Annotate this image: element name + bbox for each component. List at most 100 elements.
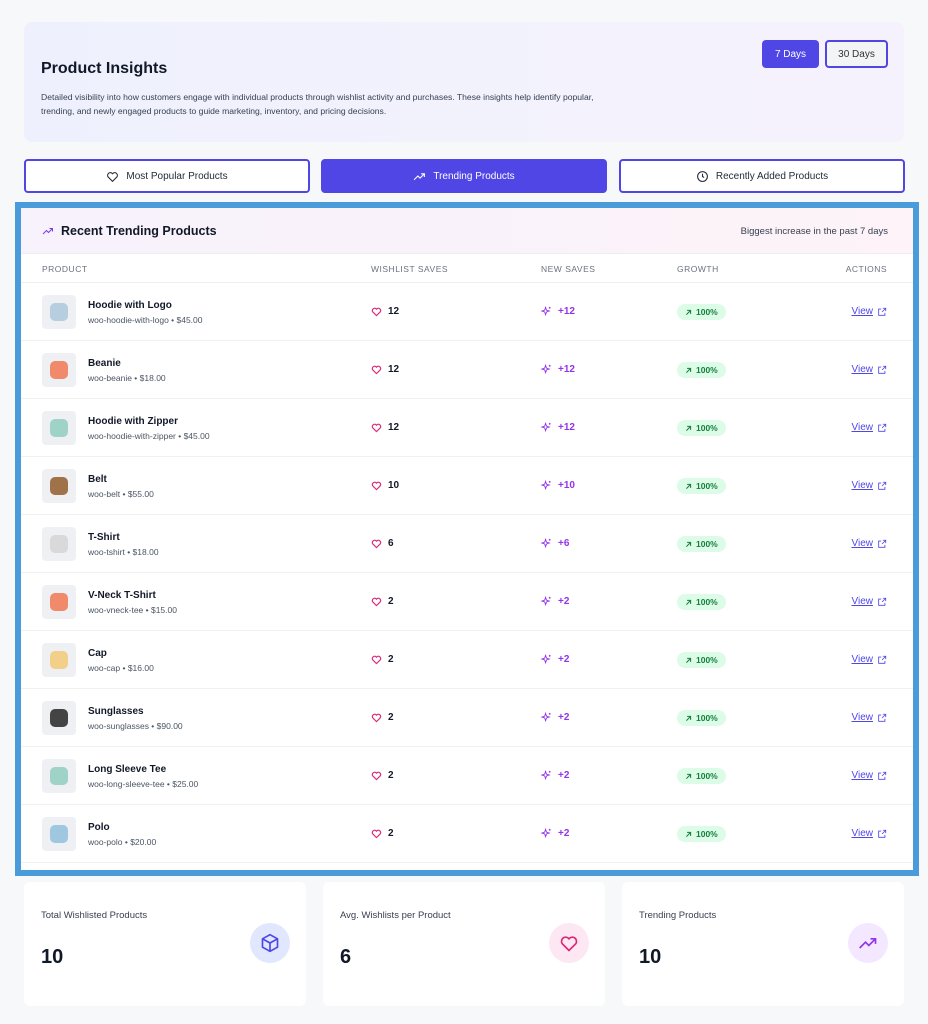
sparkle-icon (541, 306, 552, 317)
external-icon (877, 713, 887, 723)
arrow-icon-part (686, 831, 692, 837)
view-link[interactable]: View (852, 306, 888, 317)
new-saves: +2 (541, 828, 569, 839)
heart-icon-part (371, 771, 382, 781)
heart-icon-part (371, 365, 382, 375)
sparkle-icon (541, 712, 552, 723)
new-saves: +2 (541, 712, 569, 723)
stat-card: Avg. Wishlists per Product 6 (323, 882, 605, 1006)
sparkle-icon-part (541, 770, 551, 781)
panel-title: Recent Trending Products (61, 224, 217, 238)
tab-label: Most Popular Products (126, 170, 228, 182)
heart-icon-part (371, 713, 382, 723)
view-label[interactable]: View (851, 828, 874, 839)
product-row: Beanie woo-beanie • $18.00 12 +12 100% View (21, 341, 913, 399)
stat-icon-glyph-part (560, 936, 578, 952)
arrow-icon (685, 367, 692, 374)
panel-header: Recent Trending Products Biggest increas… (21, 208, 913, 254)
view-label[interactable]: View (851, 770, 874, 781)
arrow-icon-part (686, 425, 692, 431)
sparkle-icon (541, 422, 552, 433)
view-link[interactable]: View (852, 538, 888, 549)
heart-icon (371, 364, 382, 375)
sparkle-icon (541, 770, 552, 781)
range-button[interactable]: 30 Days (825, 40, 888, 68)
product-name: Belt (88, 474, 107, 485)
view-link[interactable]: View (852, 422, 888, 433)
range-button[interactable]: 7 Days (762, 40, 819, 68)
highlight-frame (15, 202, 919, 876)
product-thumb (50, 651, 68, 669)
view-label[interactable]: View (851, 364, 874, 375)
product-image (42, 817, 76, 851)
stat-label: Trending Products (639, 910, 717, 921)
product-image (42, 585, 76, 619)
heart-icon (371, 712, 382, 723)
view-link[interactable]: View (852, 480, 888, 491)
external-icon-part (878, 481, 887, 490)
heart-icon (371, 596, 382, 607)
tab[interactable]: Trending Products (321, 159, 607, 193)
view-link[interactable]: View (852, 712, 888, 723)
product-name: Polo (88, 822, 110, 833)
sparkle-icon (541, 538, 552, 549)
sparkle-icon (541, 828, 552, 839)
growth-badge: 100% (677, 478, 726, 494)
column-label: PRODUCT (42, 264, 88, 274)
heart-icon (371, 770, 382, 781)
stat-icon-glyph (260, 933, 280, 953)
view-label[interactable]: View (851, 538, 874, 549)
sparkle-icon-part (541, 712, 551, 723)
view-link[interactable]: View (852, 654, 888, 665)
product-name: Beanie (88, 358, 121, 369)
view-link[interactable]: View (852, 828, 888, 839)
view-label[interactable]: View (851, 306, 874, 317)
heart-icon (371, 480, 382, 491)
external-icon-part (878, 481, 887, 490)
tab[interactable]: Recently Added Products (619, 159, 905, 193)
view-label[interactable]: View (851, 712, 874, 723)
tab[interactable]: Most Popular Products (24, 159, 310, 193)
product-image (42, 527, 76, 561)
sparkle-icon-part (541, 306, 551, 317)
header-card: Product Insights Detailed visibility int… (24, 22, 904, 142)
trending-panel: Recent Trending Products Biggest increas… (21, 208, 913, 870)
product-image (42, 295, 76, 329)
stat-icon (549, 923, 589, 963)
external-icon (877, 655, 887, 665)
view-link[interactable]: View (852, 596, 888, 607)
stat-value: 6 (340, 946, 352, 968)
view-label[interactable]: View (851, 596, 874, 607)
new-saves-count: +12 (558, 422, 575, 433)
heart-icon-part (371, 829, 382, 839)
product-thumb (50, 477, 68, 495)
stat-value: 10 (639, 946, 662, 968)
product-image (42, 353, 76, 387)
arrow-icon (685, 773, 692, 780)
sparkle-icon-part (541, 364, 551, 375)
new-saves: +2 (541, 596, 569, 607)
growth-badge: 100% (677, 362, 726, 378)
stat-icon (250, 923, 290, 963)
view-label[interactable]: View (851, 480, 874, 491)
product-name: T-Shirt (88, 532, 120, 543)
heart-icon-part (371, 423, 382, 433)
external-icon (877, 597, 887, 607)
new-saves-count: +2 (558, 596, 570, 607)
view-label[interactable]: View (851, 654, 874, 665)
stat-icon-glyph-part (261, 933, 279, 953)
product-meta: woo-polo • $20.00 (88, 837, 157, 847)
external-icon-part (878, 597, 887, 606)
tab-label: Trending Products (433, 170, 515, 182)
view-link[interactable]: View (852, 770, 888, 781)
view-label[interactable]: View (851, 422, 874, 433)
growth-badge: 100% (677, 594, 726, 610)
heart-icon-part (371, 423, 382, 433)
sparkle-icon-part (541, 480, 551, 491)
arrow-icon-part (686, 425, 692, 431)
growth-badge: 100% (677, 304, 726, 320)
sparkle-icon-part (541, 422, 551, 433)
new-saves-count: +2 (558, 770, 570, 781)
sparkle-icon-part (541, 828, 551, 839)
view-link[interactable]: View (852, 364, 888, 375)
